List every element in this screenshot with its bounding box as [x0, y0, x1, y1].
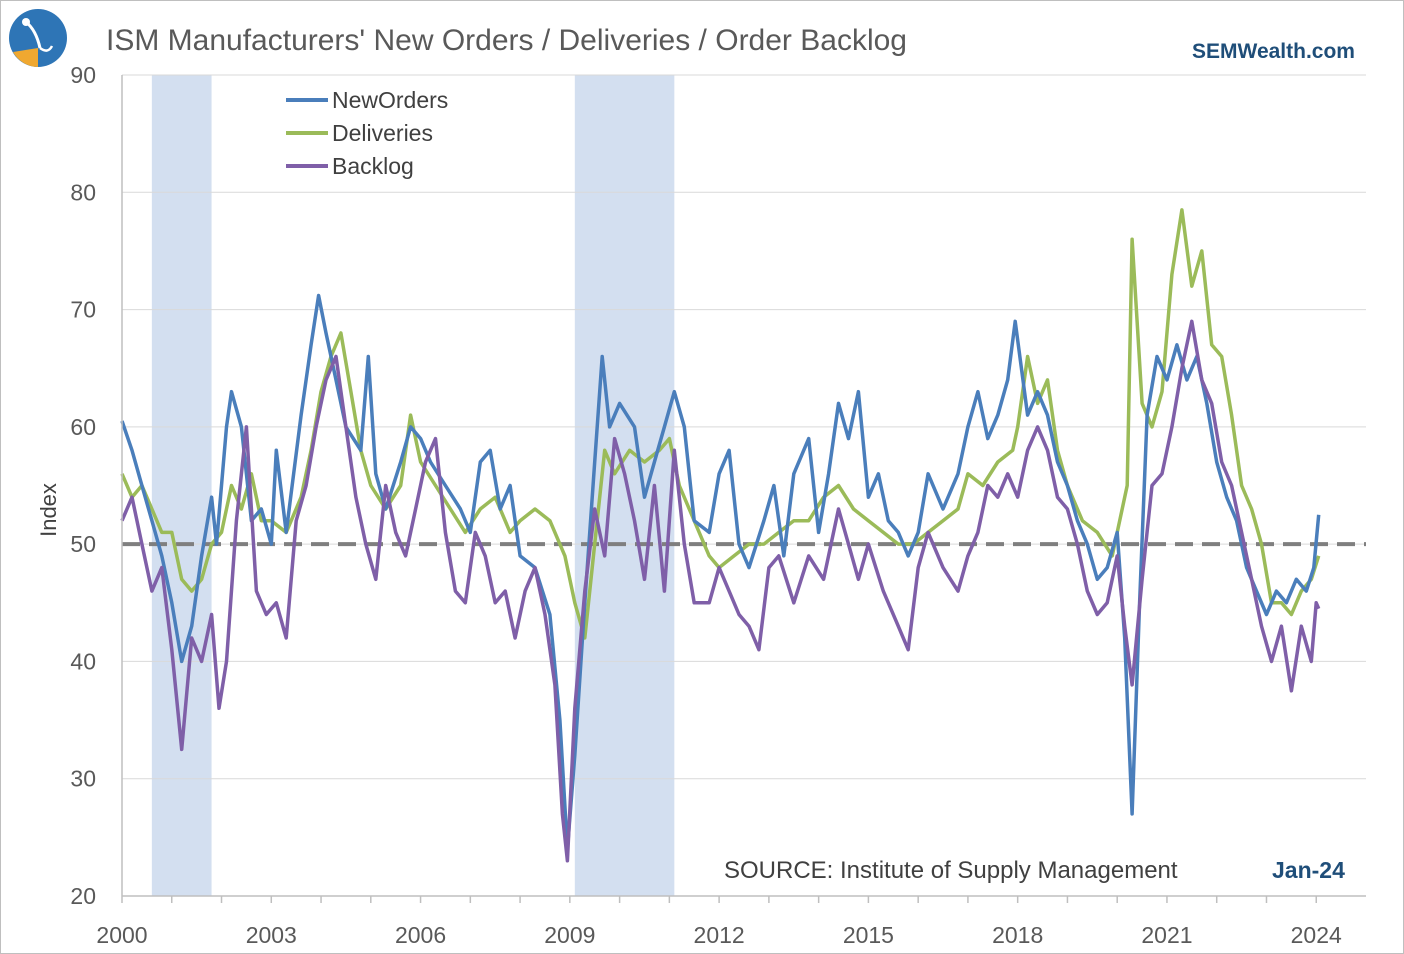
x-tick-label-2024: 2024 — [1291, 922, 1342, 948]
x-tick-label-2009: 2009 — [544, 922, 595, 948]
y-tick-label-40: 40 — [70, 648, 96, 674]
x-tick-label-2006: 2006 — [395, 922, 446, 948]
gridlines — [122, 74, 1366, 780]
axes — [121, 75, 1366, 903]
legend-label-neworders: NewOrders — [332, 87, 448, 113]
y-tick-label-90: 90 — [70, 62, 96, 88]
source-note: SOURCE: Institute of Supply Management — [724, 857, 1178, 884]
y-tick-label-60: 60 — [70, 414, 96, 440]
y-tick-label-70: 70 — [70, 297, 96, 323]
legend-label-deliveries: Deliveries — [332, 120, 433, 146]
x-tick-label-2021: 2021 — [1141, 922, 1192, 948]
y-axis-title: Index — [36, 483, 61, 537]
x-tick-label-2018: 2018 — [992, 922, 1043, 948]
y-tick-labels: 20 30 40 50 60 70 80 90 — [70, 62, 96, 909]
x-tick-label-2012: 2012 — [694, 922, 745, 948]
recession-band-2 — [574, 75, 675, 896]
y-tick-label-80: 80 — [70, 179, 96, 205]
recession-shading — [151, 75, 675, 896]
date-label: Jan-24 — [1272, 857, 1345, 883]
y-tick-label-30: 30 — [70, 766, 96, 792]
legend: NewOrders Deliveries Backlog — [286, 87, 448, 179]
x-tick-label-2003: 2003 — [246, 922, 297, 948]
legend-label-backlog: Backlog — [332, 153, 414, 179]
fishing-rod-logo-icon — [8, 8, 68, 68]
x-tick-label-2000: 2000 — [96, 922, 147, 948]
y-tick-label-50: 50 — [70, 531, 96, 557]
series-line-neworders — [120, 293, 1321, 851]
x-tick-label-2015: 2015 — [843, 922, 894, 948]
y-tick-label-20: 20 — [70, 883, 96, 909]
brand-name: SEMWealth.com — [1192, 40, 1355, 63]
series-lines — [120, 208, 1321, 863]
recession-band-1 — [151, 75, 212, 896]
x-tick-labels: 2000 2003 2006 2009 2012 2015 2018 2021 2024 — [96, 922, 1342, 948]
chart-title: ISM Manufacturers' New Orders / Deliveri… — [106, 24, 907, 57]
series-line-backlog — [120, 319, 1321, 863]
